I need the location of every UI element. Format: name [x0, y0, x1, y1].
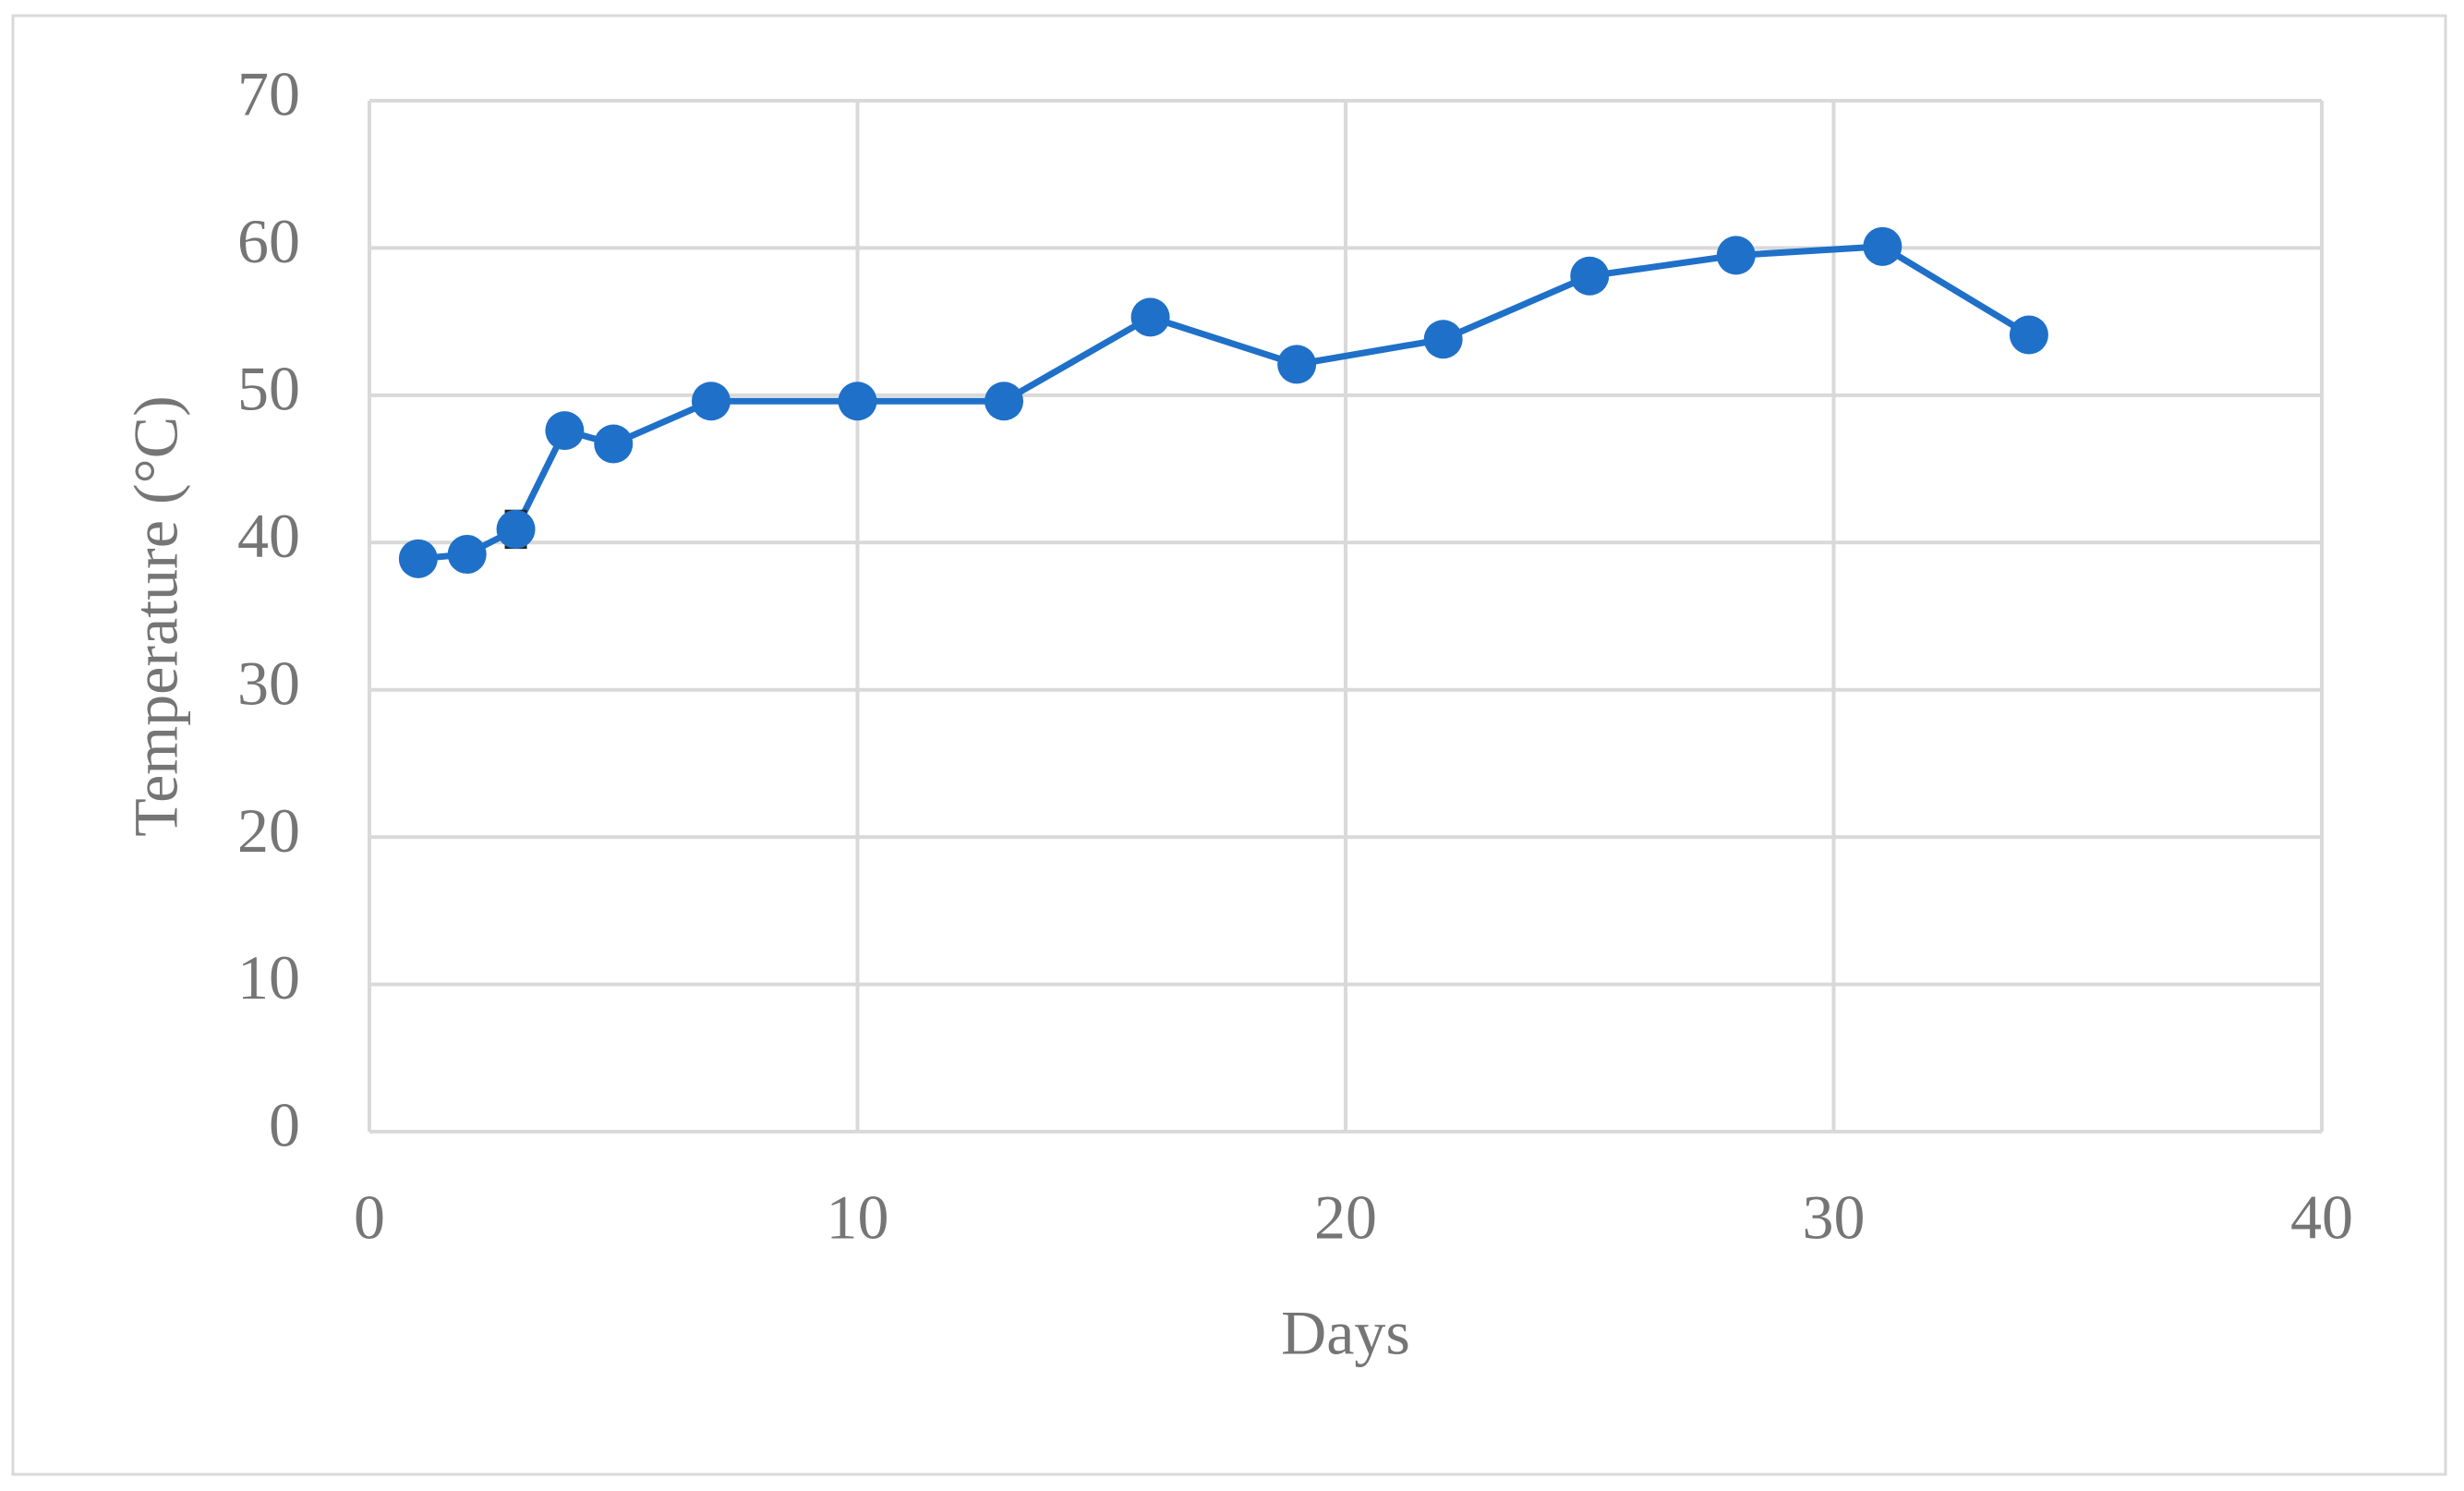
x-tick-label: 10 — [827, 1182, 889, 1253]
marker — [398, 539, 438, 578]
marker — [2009, 315, 2048, 355]
y-tick-label: 40 — [237, 501, 300, 571]
marker — [1277, 345, 1317, 384]
y-tick-label: 60 — [237, 206, 300, 276]
marker — [1863, 226, 1902, 266]
x-tick-label: 20 — [1314, 1182, 1377, 1253]
marker — [545, 411, 585, 451]
marker — [1570, 256, 1610, 296]
marker — [838, 382, 877, 421]
chart-border — [11, 14, 2447, 1476]
y-tick-label: 0 — [269, 1090, 300, 1160]
marker — [1130, 297, 1170, 337]
y-tick-label: 30 — [237, 648, 300, 718]
x-tick-label: 30 — [1803, 1182, 1866, 1253]
marker — [594, 424, 634, 464]
y-tick-label: 70 — [237, 59, 300, 129]
x-tick-label: 40 — [2290, 1182, 2353, 1253]
y-tick-label: 50 — [237, 353, 300, 423]
marker — [1716, 236, 1756, 275]
marker — [447, 535, 487, 575]
x-tick-label: 0 — [354, 1182, 385, 1253]
y-axis-label: Temperature (°C) — [121, 395, 191, 836]
y-tick-label: 20 — [237, 795, 300, 866]
marker — [1423, 320, 1463, 359]
marker — [984, 382, 1024, 421]
y-tick-label: 10 — [237, 942, 300, 1012]
marker — [691, 382, 731, 421]
marker — [496, 509, 536, 549]
x-axis-label: Days — [1281, 1298, 1410, 1368]
